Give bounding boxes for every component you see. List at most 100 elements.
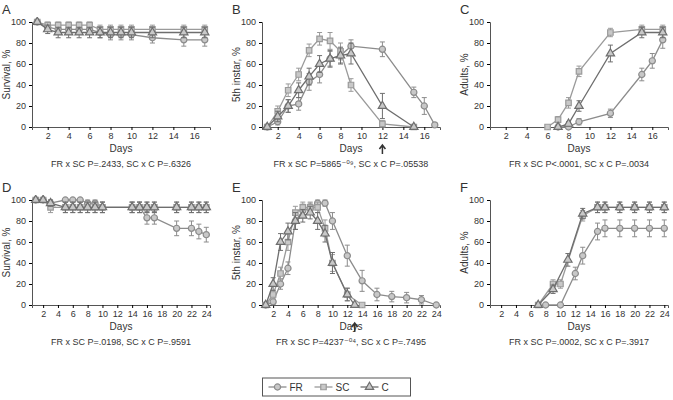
panel: 246810121416020406080100ASurvival, %Days…	[1, 2, 211, 169]
error-bar	[271, 290, 276, 298]
axis-line	[487, 201, 491, 306]
tick-mark	[132, 305, 133, 308]
tick-label: 16	[648, 131, 658, 141]
tick-label: 20	[246, 279, 256, 289]
error-bar	[345, 245, 350, 266]
tick-label: 0	[21, 122, 26, 132]
tick-mark	[407, 305, 408, 308]
tick-mark	[487, 221, 490, 222]
marker	[274, 112, 282, 119]
tick-label: 10	[585, 131, 595, 141]
marker	[575, 101, 583, 108]
y-axis: 020406080100	[469, 17, 491, 132]
marker	[606, 49, 614, 56]
marker	[61, 203, 69, 210]
tick-mark	[487, 263, 490, 264]
marker	[659, 28, 667, 35]
x-axis: 24681012141618202224	[491, 305, 670, 319]
axis-line	[259, 23, 263, 128]
tick-label: 22	[187, 309, 197, 319]
x-tick: 14	[586, 305, 596, 319]
tick-mark	[575, 305, 576, 308]
arrow	[352, 323, 358, 332]
tick-mark	[487, 305, 490, 306]
tick-mark	[259, 242, 262, 243]
tick-mark	[487, 43, 490, 44]
tick-mark	[278, 127, 279, 130]
marker	[374, 291, 380, 297]
legend-label: C	[382, 382, 389, 393]
series-line	[558, 33, 663, 128]
tick-label: 8	[109, 131, 114, 141]
tick-mark	[652, 127, 653, 130]
legend-box	[263, 378, 411, 396]
error-bar	[296, 68, 301, 81]
tick-mark	[487, 200, 490, 201]
tick-mark	[102, 305, 103, 308]
marker	[278, 271, 283, 276]
plot-area	[534, 202, 668, 308]
plot-area	[32, 195, 211, 242]
tick-mark	[531, 305, 532, 308]
marker	[607, 110, 613, 116]
tick-mark	[194, 127, 195, 130]
x-tick: 6	[318, 127, 323, 141]
y-label: Adults, %	[459, 53, 470, 95]
p-values: FR x SC P=.2433, SC x C P=.6326	[51, 159, 191, 169]
y-label: Survival, %	[1, 49, 12, 99]
panel-letter: C	[460, 2, 469, 17]
tick-mark	[69, 127, 70, 130]
marker	[69, 203, 77, 210]
y-tick: 60	[246, 237, 262, 247]
x-tick: 18	[157, 305, 167, 319]
marker	[328, 258, 336, 265]
tick-label: 100	[11, 17, 26, 27]
x-tick: 2	[504, 127, 509, 141]
tick-mark	[48, 127, 49, 130]
y-tick: 60	[16, 59, 32, 69]
marker	[128, 203, 136, 210]
tick-mark	[527, 127, 528, 130]
y-tick: 80	[16, 216, 32, 226]
tick-mark	[90, 127, 91, 130]
y-tick: 0	[21, 300, 32, 310]
tick-mark	[487, 85, 490, 86]
marker	[270, 299, 276, 305]
legend-marker	[365, 382, 373, 389]
marker	[285, 265, 291, 271]
marker	[315, 59, 323, 66]
tick-label: 6	[88, 131, 93, 141]
series-line	[538, 207, 664, 305]
x-tick: 6	[88, 127, 93, 141]
marker	[106, 28, 114, 35]
x-tick: 2	[276, 127, 281, 141]
x-tick: 16	[142, 305, 152, 319]
tick-label: 14	[586, 309, 596, 319]
y-tick: 100	[11, 17, 32, 27]
marker	[322, 200, 328, 206]
marker	[203, 232, 209, 238]
x-axis: 24681012141618202224	[33, 305, 212, 319]
marker	[64, 28, 72, 35]
marker	[187, 203, 195, 210]
error-bar	[360, 270, 365, 291]
tick-mark	[620, 305, 621, 308]
tick-label: 10	[98, 309, 108, 319]
y-tick: 20	[474, 279, 490, 289]
marker	[315, 205, 320, 210]
x-label: Days	[110, 321, 133, 332]
x-tick: 6	[71, 305, 76, 319]
error-bar	[650, 54, 655, 69]
error-bar	[580, 247, 585, 264]
marker	[630, 203, 638, 210]
y-tick: 0	[479, 300, 490, 310]
error-bar	[144, 212, 149, 225]
tick-label: 24	[432, 309, 442, 319]
x-tick: 18	[615, 305, 625, 319]
tick-label: 4	[514, 309, 519, 319]
marker	[75, 28, 83, 35]
tick-label: 24	[660, 309, 670, 319]
tick-mark	[29, 22, 32, 23]
tick-label: 10	[556, 309, 566, 319]
axis-line	[487, 23, 491, 128]
